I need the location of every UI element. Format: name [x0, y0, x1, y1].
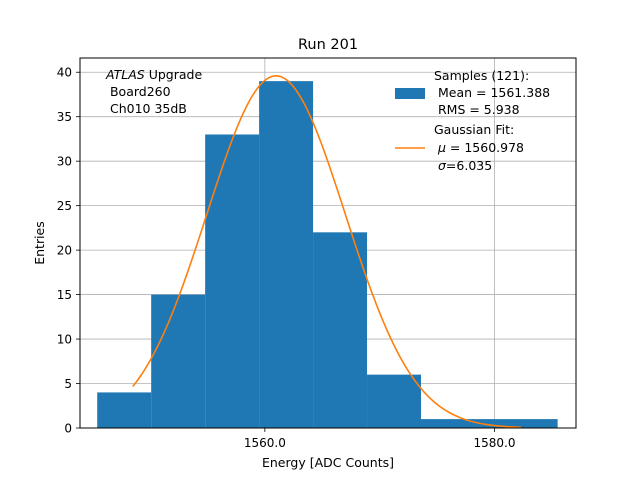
gaussian-fit-curve-group: [132, 75, 521, 429]
y-tick-label: 40: [57, 66, 72, 80]
x-tick-label: 1560.0: [244, 436, 286, 450]
histogram-bar: [474, 419, 558, 428]
atlas-annotation: ATLAS Upgrade Board260 Ch010 35dB: [105, 67, 202, 116]
legend-sigma-value: =6.035: [446, 158, 492, 173]
histogram-bar: [421, 419, 475, 428]
y-tick-label: 25: [57, 199, 72, 213]
y-tick-label: 20: [57, 244, 72, 258]
gaussian-fit-curve: [132, 75, 521, 429]
legend-mu-symbol: μ: [437, 140, 446, 155]
legend: Samples (121): Mean = 1561.388 RMS = 5.9…: [395, 68, 550, 173]
legend-samples-line-3: RMS = 5.938: [434, 102, 520, 117]
annotation-line-1: ATLAS Upgrade: [105, 67, 202, 82]
legend-samples-swatch: [395, 88, 425, 99]
histogram-bar: [151, 294, 206, 428]
annotation-line-2: Board260: [106, 84, 171, 99]
y-axis-label: Entries: [32, 221, 47, 265]
axis-ticks: 0 5 10 15 20 25 30 35 40 1560.0 1580.0: [57, 66, 516, 450]
legend-samples-line-1: Samples (121):: [434, 68, 529, 83]
legend-fit-line-3: σ=6.035: [434, 158, 492, 173]
histogram-bar: [205, 134, 260, 428]
histogram-bars: [97, 81, 558, 428]
y-tick-label: 5: [64, 377, 72, 391]
legend-sigma-symbol: σ: [438, 158, 447, 173]
x-tick-label: 1580.0: [473, 436, 515, 450]
annotation-line-3: Ch010 35dB: [106, 101, 187, 116]
plot-frame: [79, 57, 577, 429]
annotation-atlas-italic: ATLAS: [105, 67, 145, 82]
x-axis-label: Energy [ADC Counts]: [262, 455, 394, 470]
legend-samples-line-2: Mean = 1561.388: [434, 85, 550, 100]
histogram-bar: [313, 232, 368, 428]
legend-fit-line-2: μ = 1560.978: [434, 140, 524, 155]
histogram-bar: [367, 374, 421, 428]
y-tick-label: 15: [57, 288, 72, 302]
annotation-upgrade: Upgrade: [145, 67, 203, 82]
y-tick-label: 10: [57, 333, 72, 347]
histogram-bar: [97, 392, 152, 428]
y-tick-label: 0: [64, 422, 72, 436]
y-tick-label: 30: [57, 155, 72, 169]
chart-title: Run 201: [298, 37, 358, 53]
histogram-bar: [259, 81, 314, 428]
legend-mu-value: = 1560.978: [446, 140, 524, 155]
legend-fit-line-1: Gaussian Fit:: [434, 122, 514, 137]
y-tick-label: 35: [57, 110, 72, 124]
